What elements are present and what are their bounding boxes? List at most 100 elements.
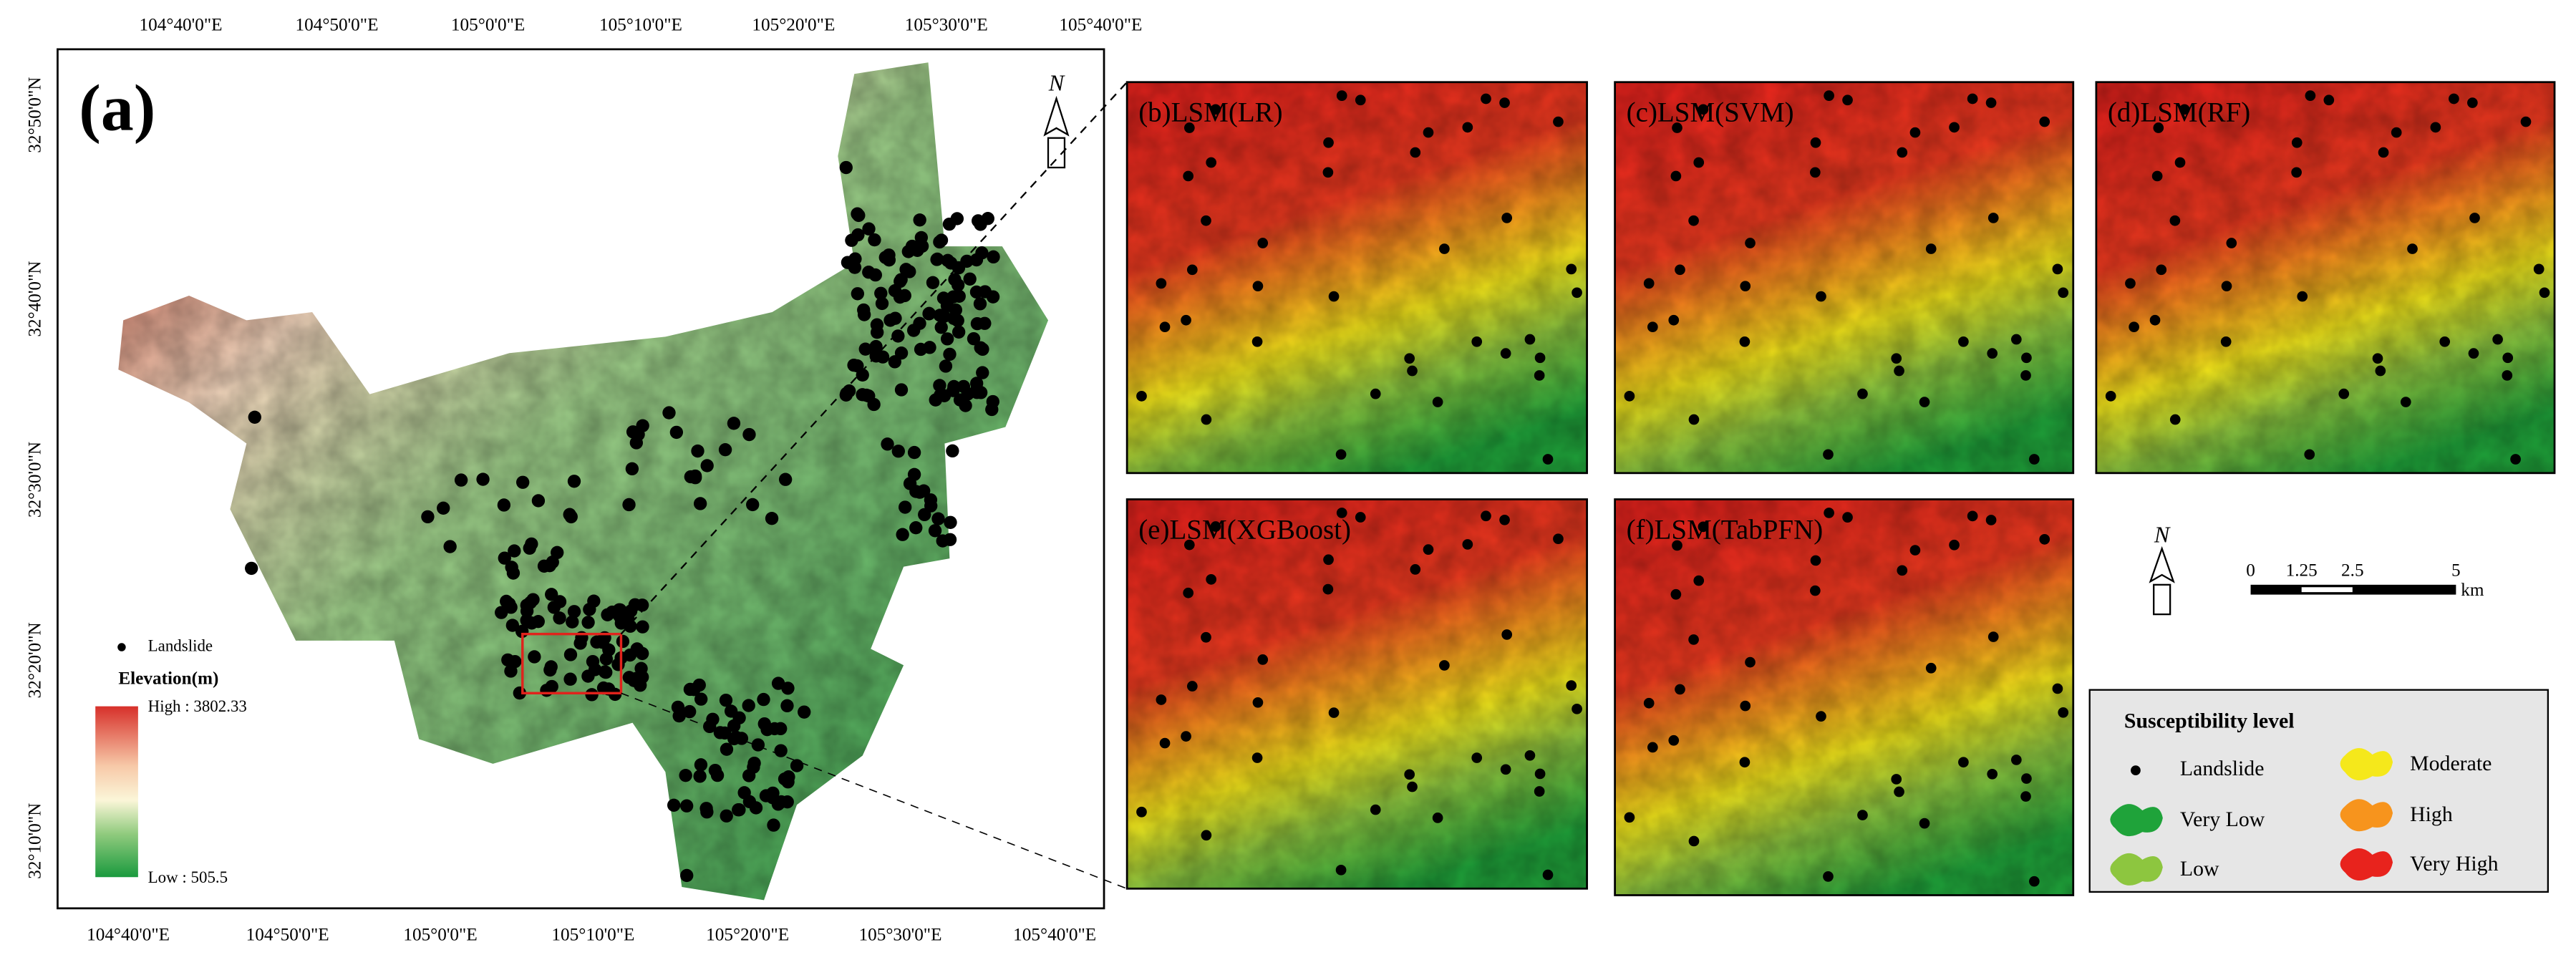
- landslide-point: [1693, 157, 1705, 168]
- legend-text: Very Low: [2180, 808, 2265, 831]
- landslide-point: [894, 383, 909, 397]
- landslide-point: [952, 261, 966, 275]
- landslide-point: [1257, 654, 1269, 665]
- landslide-point: [443, 540, 457, 553]
- landslide-point: [899, 500, 912, 514]
- landslide-point: [923, 341, 936, 354]
- landslide-point: [875, 296, 889, 311]
- landslide-point: [1183, 122, 1195, 133]
- landslide-point: [1985, 515, 1997, 525]
- landslide-point: [1643, 278, 1655, 289]
- landslide-point: [1136, 391, 1147, 402]
- landslide-point: [2169, 414, 2181, 425]
- landslide-point: [1335, 864, 1347, 876]
- landslide-point: [531, 494, 546, 508]
- x-tick-label: 105°10'0"E: [551, 926, 634, 945]
- y-tick-label: 32°20'0"N: [25, 622, 44, 698]
- scale-label: 2.5: [2341, 561, 2364, 580]
- landslide-point: [476, 472, 490, 486]
- landslide-point: [922, 306, 936, 320]
- landslide-point: [839, 160, 853, 175]
- landslide-point: [1643, 697, 1655, 709]
- landslide-point: [1739, 757, 1751, 768]
- scale-bar: [2250, 584, 2456, 595]
- landslide-point: [528, 650, 541, 664]
- landslide-point: [2028, 876, 2040, 887]
- landslide-point: [1252, 281, 1264, 292]
- landslide-point: [1410, 147, 1421, 158]
- panel-label: (a): [79, 72, 155, 145]
- landslide-point: [969, 285, 984, 299]
- landslide-point: [1647, 742, 1658, 753]
- landslide-point: [687, 682, 701, 697]
- landslide-point: [732, 803, 745, 817]
- landslide-point: [959, 399, 972, 412]
- landslide-point: [1355, 512, 1366, 523]
- landslide-point: [931, 512, 945, 525]
- landslide-point: [1210, 521, 1221, 532]
- landslide-point: [1987, 768, 1998, 780]
- landslide-point: [1672, 540, 1682, 551]
- landslide-point: [1745, 238, 1756, 248]
- landslide-point: [667, 798, 681, 812]
- landslide-point: [1201, 414, 1212, 425]
- landslide-point: [749, 801, 763, 815]
- texture: [1127, 82, 1587, 473]
- landslide-point: [1668, 734, 1680, 746]
- legend-box: [2088, 689, 2550, 893]
- landslide-point: [858, 342, 872, 356]
- landslide-point: [974, 341, 987, 354]
- landslide-point: [946, 444, 959, 458]
- x-tick-label: 105°30'0"E: [905, 16, 988, 35]
- hillshade: [118, 62, 1049, 901]
- scale-label: 5: [2451, 561, 2461, 580]
- legend-text: Low: [2180, 857, 2219, 881]
- landslide-point: [1987, 348, 1998, 359]
- landslide-point: [1328, 707, 1340, 718]
- landslide-point: [1553, 533, 1564, 545]
- landslide-point: [1693, 575, 1705, 586]
- landslide-point: [1810, 585, 1821, 596]
- lsm-panels: (b)LSM(LR) (c)LSM(SVM) (d)LSM(RF) (e)LSM(XG…: [1125, 81, 2556, 896]
- landslide-point: [2020, 791, 2031, 802]
- x-tick-label: 105°10'0"E: [599, 16, 682, 35]
- landslide-point: [2052, 263, 2063, 275]
- panel-frame: [2095, 81, 2556, 475]
- landslide-point: [2449, 93, 2459, 105]
- landslide-point: [946, 384, 960, 397]
- landslide-point: [1407, 781, 1418, 792]
- landslide-point: [1462, 539, 1473, 550]
- x-tick-label: 104°40'0"E: [140, 16, 223, 35]
- landslide-point: [950, 212, 964, 226]
- landslide-point: [868, 233, 881, 247]
- landslide-point: [611, 658, 625, 671]
- landslide-point: [1423, 127, 1434, 138]
- landslide-point: [2520, 116, 2532, 127]
- landslide-point: [1323, 554, 1334, 566]
- panel-label: (d)LSM(RF): [2108, 97, 2250, 128]
- landslide-point: [747, 760, 760, 774]
- landslide-point: [907, 445, 921, 460]
- landslide-point: [495, 606, 508, 619]
- landslide-point: [1252, 697, 1264, 708]
- scale-label: 1.25: [2286, 561, 2318, 580]
- landslide-point: [951, 314, 964, 327]
- panel-frame: [1125, 81, 1588, 475]
- y-tick-label: 32°40'0"N: [25, 261, 44, 336]
- landslide-point: [1500, 764, 1511, 775]
- landslide-point: [751, 738, 765, 752]
- landslide-point: [891, 445, 905, 458]
- x-tick-label: 105°0'0"E: [403, 926, 477, 945]
- landslide-point: [2156, 264, 2167, 276]
- landslide-point: [2058, 707, 2069, 718]
- landslide-point: [2400, 397, 2411, 407]
- landslide-point: [961, 387, 974, 401]
- landslide-point: [1670, 588, 1682, 600]
- landslide-point: [1524, 334, 1536, 345]
- landslide-point: [2533, 263, 2544, 275]
- landslide-point: [1322, 583, 1334, 595]
- landslide-point: [967, 331, 981, 346]
- landslide-point: [636, 419, 649, 432]
- landslide-point: [868, 268, 882, 282]
- landslide-point: [782, 770, 795, 784]
